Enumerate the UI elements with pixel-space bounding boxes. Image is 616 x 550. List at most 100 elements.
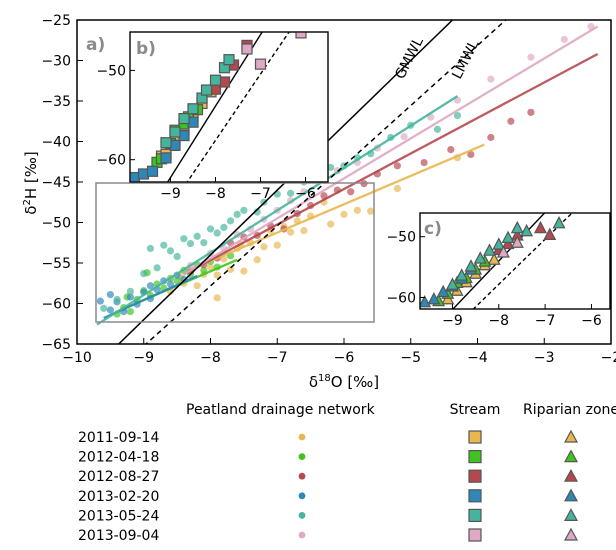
data-point-2013-05-24 (100, 304, 108, 312)
y-tick-label: −25 (41, 13, 71, 29)
x-tick-label: −9 (133, 350, 154, 366)
inset_c-point (552, 216, 566, 229)
inset_c-point (510, 220, 524, 234)
data-point-2013-05-24 (433, 125, 442, 133)
y-tick-label: −65 (41, 337, 71, 353)
legend-square (468, 508, 482, 522)
inset_b-point (160, 152, 172, 164)
inset_c-point (473, 251, 487, 264)
x-tick-label: −10 (62, 350, 92, 366)
inset_b-point (160, 137, 172, 149)
data-point-2013-09-04 (487, 75, 495, 83)
data-point-2012-08-27 (487, 133, 495, 142)
inset_c-x-tick-label: −7 (535, 313, 556, 329)
y-tick-label: −55 (41, 256, 71, 272)
legend-header-stream: Stream (450, 402, 501, 418)
inset_b-point (254, 58, 267, 70)
legend-square (468, 489, 482, 503)
data-point-2013-05-24 (126, 287, 134, 295)
data-point-2013-09-04 (560, 35, 568, 44)
data-point-2012-08-27 (467, 150, 475, 159)
inset_c-point (492, 237, 506, 250)
legend-dot (298, 492, 306, 500)
data-point-2012-08-27 (507, 117, 515, 125)
data-point-2013-02-20 (166, 280, 175, 288)
inset_c-x-tick-label: −8 (488, 313, 509, 329)
x-tick-label: −7 (267, 350, 288, 366)
gmwl-line (117, 20, 454, 344)
inset_b-point (295, 32, 307, 39)
legend-triangle (563, 468, 579, 482)
panel-label-a: a) (86, 35, 105, 55)
data-point-2011-09-14 (353, 206, 361, 214)
legend-triangle (563, 429, 579, 443)
y-tick-label: −30 (41, 54, 71, 70)
legend-square (468, 430, 482, 444)
legend-date: 2012-04-18 (78, 450, 159, 466)
inset_b-y-tick-label: −60 (96, 153, 126, 169)
data-point-2013-05-24 (140, 269, 148, 278)
inset_c-point (427, 291, 441, 305)
inset_b-y-tick-label: −50 (96, 63, 126, 79)
data-point-2012-08-27 (393, 162, 401, 170)
data-point-2013-02-20 (96, 297, 104, 305)
data-point-2012-08-27 (527, 108, 535, 116)
data-point-2011-09-14 (226, 265, 235, 274)
data-point-2013-02-20 (106, 290, 114, 299)
legend-date: 2011-09-14 (78, 430, 159, 446)
inset_b-point (187, 103, 199, 115)
legend-dot (298, 433, 306, 441)
zoom-box-outline (95, 182, 375, 323)
data-point-2013-05-24 (213, 229, 221, 237)
inset_c-point (483, 243, 497, 256)
x-tick-label: −6 (334, 350, 355, 366)
legend-square (468, 469, 482, 483)
data-point-2013-02-20 (146, 282, 155, 290)
data-point-2013-05-24 (153, 264, 161, 272)
legend-date: 2013-02-20 (78, 489, 159, 505)
inset_c-point (543, 227, 557, 240)
data-point-2013-05-24 (233, 210, 241, 218)
x-tick-label: −4 (467, 350, 488, 366)
legend-triangle (563, 508, 579, 522)
data-point-2011-09-14 (206, 263, 215, 271)
panel-label-b: b) (136, 39, 156, 59)
inset_c-lmwl-line (472, 213, 574, 309)
y-tick-label: −40 (41, 135, 71, 151)
data-point-2011-09-14 (213, 271, 221, 279)
data-point-2013-09-04 (527, 53, 535, 61)
y-axis-label: δ2H [‰] (22, 151, 40, 214)
legend-dot (298, 531, 306, 539)
data-point-2013-05-24 (327, 163, 335, 172)
data-point-2013-05-24 (180, 235, 188, 243)
plot-frame (76, 19, 612, 345)
inset_b-x-tick-label: −6 (295, 186, 316, 202)
legend-dot (298, 512, 306, 519)
data-point-2012-08-27 (447, 146, 455, 154)
legend-date: 2013-05-24 (78, 508, 159, 524)
data-point-2012-08-27 (420, 158, 428, 167)
data-point-2013-05-24 (200, 239, 208, 247)
legend-triangle (563, 488, 579, 502)
y-tick-label: −35 (41, 94, 71, 110)
inset-c: −9 −8 −7 −6 −50 −60 c) (386, 212, 611, 329)
data-point-2011-09-14 (367, 207, 375, 215)
data-point-2012-08-27 (347, 188, 355, 196)
data-point-2011-09-14 (300, 227, 308, 235)
legend-square (468, 528, 482, 542)
inset_b-x-tick-label: −9 (160, 186, 181, 202)
data-point-2011-09-14 (287, 228, 295, 236)
fit-line-2012-08-27 (183, 53, 599, 276)
data-point-2013-05-24 (453, 111, 462, 120)
data-point-2012-04-18 (126, 308, 134, 316)
data-point-2013-05-24 (220, 223, 228, 231)
inset_c-x-tick-label: −6 (581, 313, 602, 329)
inset_c-point (496, 245, 510, 258)
legend-dot (298, 472, 306, 480)
data-point-2012-04-18 (200, 266, 208, 274)
inset-b: −9 −8 −7 −6 −50 −60 b) (96, 31, 329, 202)
data-point-2013-05-24 (253, 208, 261, 216)
data-point-2013-05-24 (160, 241, 168, 249)
data-point-2013-05-24 (113, 295, 121, 304)
